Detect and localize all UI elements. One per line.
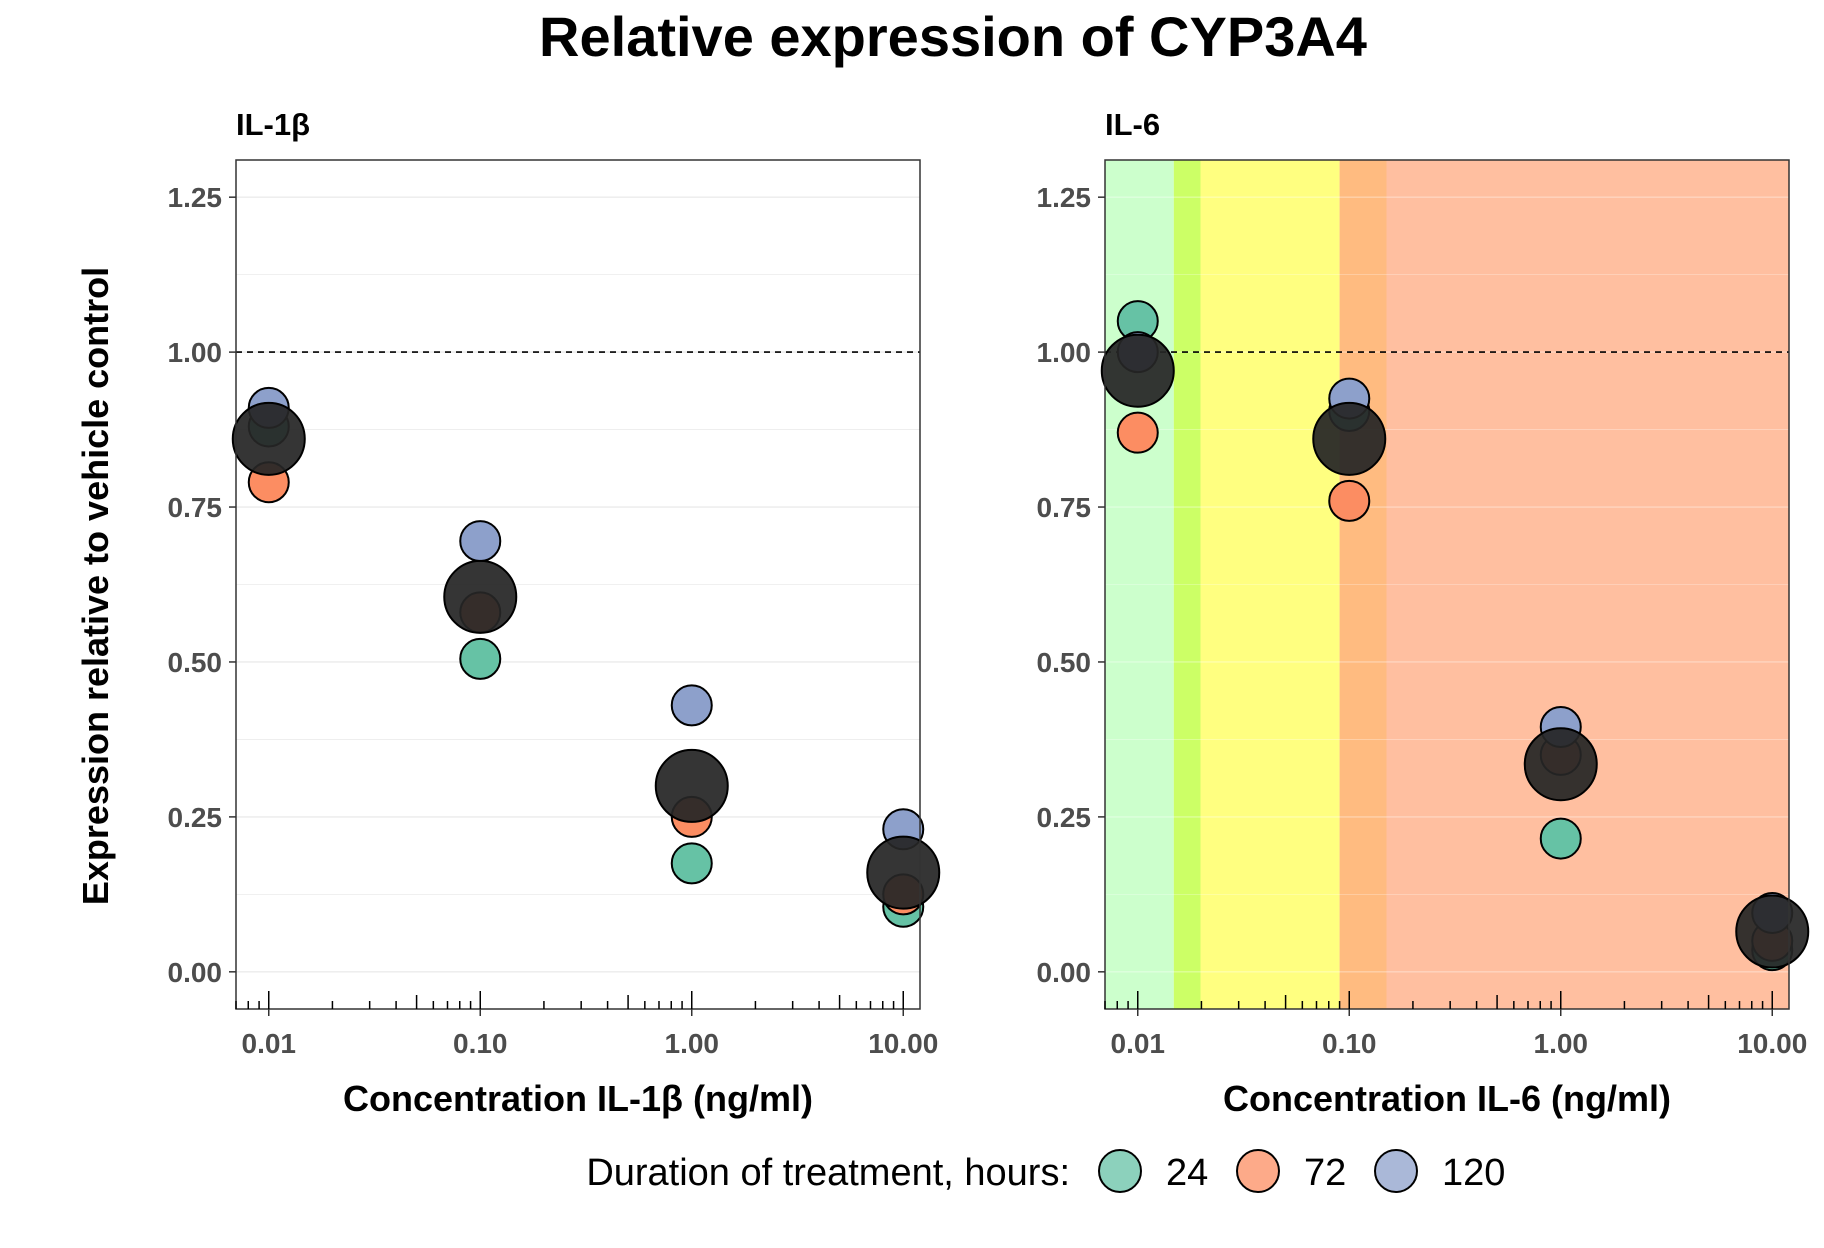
panel-2-x-axis-title: Concentration IL-6 (ng/ml) xyxy=(1223,1078,1671,1119)
panel-2-point-meanh-2 xyxy=(1525,728,1597,800)
panel-1-point-meanh-3 xyxy=(867,837,939,909)
panel-1-x-axis-title: Concentration IL-1β (ng/ml) xyxy=(343,1078,813,1119)
panel-2-x-tick-label: 0.10 xyxy=(1322,1028,1377,1059)
panel-2-y-tick-label: 0.25 xyxy=(1037,802,1092,833)
panel-1-y-tick-label: 1.00 xyxy=(168,337,223,368)
panel-1-title: IL-1β xyxy=(236,107,310,142)
legend-label-24h: 24 xyxy=(1166,1152,1208,1194)
panel-1-point-120h-1 xyxy=(460,521,500,561)
legend: Duration of treatment, hours: 24 72 120 xyxy=(586,1150,1505,1194)
panel-1-y-tick-label: 0.50 xyxy=(168,647,223,678)
legend-key-24h xyxy=(1099,1150,1141,1192)
panel-1-x-tick-label: 1.00 xyxy=(665,1028,720,1059)
legend-label-120h: 120 xyxy=(1442,1152,1505,1194)
legend-label-72h: 72 xyxy=(1304,1152,1346,1194)
panel-2: 0.00 0.25 0.50 0.75 1.00 1.25 0.01 0.10 1.00 10.0… xyxy=(1037,107,1809,1119)
panel-2-y-tick-label: 0.50 xyxy=(1037,647,1092,678)
panel-1-point-meanh-1 xyxy=(444,561,516,633)
panel-2-point-72h-1 xyxy=(1329,481,1369,521)
panel-2-point-meanh-1 xyxy=(1313,403,1385,475)
panel-1-x-tick-label: 0.01 xyxy=(242,1028,297,1059)
panel-1-point-meanh-2 xyxy=(656,750,728,822)
legend-title: Duration of treatment, hours: xyxy=(586,1152,1070,1194)
panels: 0.00 0.25 0.50 0.75 1.00 1.25 0.01 0.10 1.00 10.0… xyxy=(168,107,1809,1119)
panel-2-x-tick-label: 10.00 xyxy=(1737,1028,1807,1059)
panel-2-point-meanh-0 xyxy=(1102,335,1174,407)
panel-1-x-tick-label: 0.10 xyxy=(453,1028,508,1059)
panel-2-x-tick-label: 1.00 xyxy=(1534,1028,1589,1059)
panel-2-x-tick-label: 0.01 xyxy=(1111,1028,1166,1059)
legend-key-72h xyxy=(1237,1150,1279,1192)
panel-1: 0.00 0.25 0.50 0.75 1.00 1.25 0.01 0.10 1.00 10.0… xyxy=(168,107,940,1119)
panel-2-y-tick-label: 0.00 xyxy=(1037,957,1092,988)
panel-1-x-tick-label: 10.00 xyxy=(868,1028,938,1059)
panel-1-point-24h-1 xyxy=(460,639,500,679)
panel-2-point-meanh-3 xyxy=(1736,896,1808,968)
panel-1-point-24h-2 xyxy=(672,843,712,883)
panel-2-point-24h-2 xyxy=(1541,819,1581,859)
panel-2-point-72h-0 xyxy=(1118,413,1158,453)
panel-1-point-120h-2 xyxy=(672,685,712,725)
panel-2-title: IL-6 xyxy=(1105,107,1160,142)
y-axis-title: Expression relative to vehicle control xyxy=(75,267,116,905)
chart-title: Relative expression of CYP3A4 xyxy=(539,5,1367,68)
panel-2-y-tick-label: 0.75 xyxy=(1037,492,1092,523)
panel-2-y-tick-label: 1.00 xyxy=(1037,337,1092,368)
panel-2-y-tick-label: 1.25 xyxy=(1037,182,1092,213)
legend-key-120h xyxy=(1375,1150,1417,1192)
panel-1-point-meanh-0 xyxy=(233,403,305,475)
panel-1-y-tick-label: 0.25 xyxy=(168,802,223,833)
panel-1-y-tick-label: 0.00 xyxy=(168,957,223,988)
panel-1-y-tick-label: 1.25 xyxy=(168,182,223,213)
panel-1-y-tick-label: 0.75 xyxy=(168,492,223,523)
